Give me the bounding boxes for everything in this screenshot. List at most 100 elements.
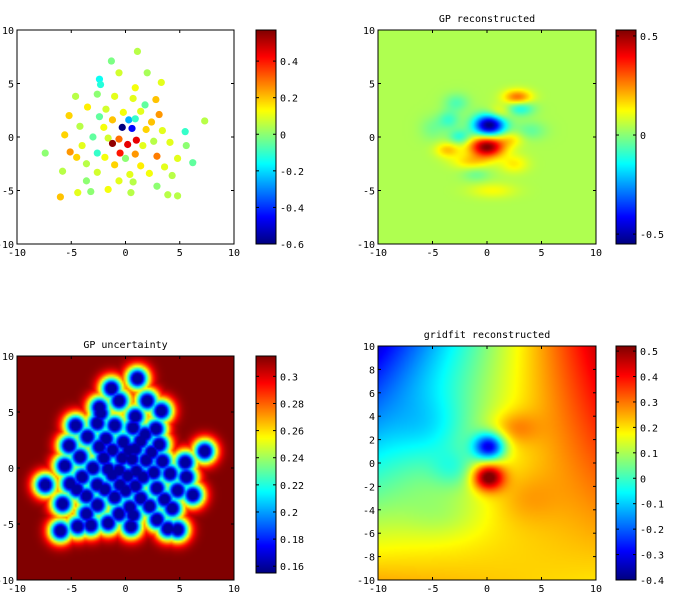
colorbar: 0.4 0.2 0 -0.2 -0.4 -0.6 — [255, 29, 304, 251]
y-tick-label: 10 — [2, 352, 14, 363]
data-point — [74, 189, 82, 197]
subplot-2: -10 -5 0 5 10 10 5 0 -5 -10 GP reconstructed 0.5 0 -0… — [357, 14, 664, 259]
data-point — [41, 149, 49, 157]
data-point — [128, 124, 136, 133]
x-tick-label: 0 — [484, 584, 490, 595]
data-point — [142, 125, 150, 134]
colorbar-gradient — [256, 356, 276, 573]
y-tick-label: 8 — [369, 365, 375, 376]
colorbar-tick-label: 0.2 — [280, 94, 298, 105]
x-tick-label: 0 — [122, 248, 128, 259]
y-tick-label: -2 — [363, 482, 375, 493]
data-point — [168, 171, 176, 180]
data-point — [56, 193, 64, 201]
colorbar-tick-label: 0.5 — [640, 32, 658, 43]
colorbar-frame — [615, 345, 637, 581]
data-point — [173, 154, 182, 162]
data-point — [166, 138, 174, 146]
data-point — [155, 110, 163, 119]
y-tick-label: -5 — [2, 520, 14, 531]
colorbar-tick-label: -0.4 — [280, 203, 304, 214]
colorbar-frame — [255, 29, 277, 245]
y-tick-label: -10 — [0, 240, 14, 251]
data-point — [143, 69, 151, 77]
data-point — [76, 122, 84, 130]
y-tick-label: -10 — [357, 240, 375, 251]
y-tick-label: 10 — [363, 26, 375, 37]
data-point — [83, 103, 92, 111]
y-tick-label: 0 — [369, 459, 375, 470]
x-tick-label: -10 — [369, 584, 387, 595]
data-point — [145, 169, 153, 177]
colorbar-tick-label: 0.18 — [280, 535, 304, 546]
subplot-4: -10 -5 0 5 10 10 8 6 4 2 0 -2 -4 -6 -8 -10 gridfit recon… — [357, 330, 664, 595]
chart-title: GP reconstructed — [439, 14, 535, 25]
y-tick-label: 0 — [369, 133, 375, 144]
x-tick-label: -5 — [426, 584, 438, 595]
data-point — [182, 141, 190, 150]
x-tick-label: 10 — [590, 584, 602, 595]
colorbar-tick-label: 0.2 — [640, 423, 658, 434]
colorbar-tick-label: 0.4 — [640, 373, 658, 384]
colorbar-tick-label: 0.16 — [280, 562, 304, 573]
chart-title: gridfit reconstructed — [424, 330, 550, 341]
data-point — [121, 154, 130, 162]
data-point — [93, 168, 101, 176]
data-point — [127, 189, 135, 197]
data-point — [137, 162, 145, 170]
colorbar-tick-label: 0.22 — [280, 481, 304, 492]
y-tick-label: -4 — [363, 506, 375, 517]
colorbar-tick-label: -0.2 — [280, 167, 304, 178]
data-point — [153, 152, 161, 160]
colorbar-tick-label: 0.3 — [280, 372, 298, 383]
data-point — [65, 112, 73, 120]
y-tick-label: 5 — [369, 80, 375, 91]
data-point — [96, 80, 105, 89]
data-point — [111, 161, 119, 169]
data-point — [115, 135, 123, 143]
data-point — [139, 141, 147, 150]
data-point — [71, 92, 80, 100]
colorbar-tick-label: 0 — [640, 131, 646, 142]
data-point — [89, 133, 97, 141]
data-point — [157, 78, 165, 87]
data-point — [153, 182, 161, 190]
colorbar-tick-label: -0.4 — [640, 576, 664, 587]
chart-title: GP uncertainty — [83, 340, 167, 351]
x-tick-label: 5 — [538, 584, 544, 595]
axes-frame — [16, 29, 235, 245]
x-tick-label: 10 — [590, 248, 602, 259]
data-point — [73, 153, 81, 161]
data-point — [133, 47, 142, 56]
x-tick-label: -10 — [369, 248, 387, 259]
data-point — [116, 149, 124, 157]
colorbar-tick-label: 0.5 — [640, 347, 658, 358]
colorbar-tick-label: -0.1 — [640, 500, 664, 511]
x-tick-label: 5 — [177, 248, 183, 259]
x-tick-label: 0 — [122, 584, 128, 595]
y-tick-label: -6 — [363, 529, 375, 540]
data-point — [141, 101, 149, 109]
data-point — [152, 95, 160, 104]
colorbar-gradient — [616, 346, 636, 580]
data-point — [115, 177, 123, 185]
data-point — [58, 167, 67, 175]
data-point — [93, 149, 101, 157]
colorbar-tick-label: 0.1 — [640, 449, 658, 460]
x-tick-label: -10 — [8, 584, 26, 595]
data-point — [147, 118, 156, 126]
data-point — [158, 126, 166, 135]
subplot-1: -10 -5 0 5 10 10 5 0 -5 -10 0.4 0.2 0 -0.2 -0.4 -0.6 — [0, 26, 304, 259]
data-point — [125, 116, 133, 124]
y-tick-label: 5 — [8, 408, 14, 419]
data-point — [100, 123, 108, 131]
y-tick-label: 5 — [8, 80, 14, 91]
colorbar: 0.5 0 -0.5 — [615, 29, 664, 245]
colorbar-frame — [255, 355, 277, 574]
data-point — [131, 150, 139, 158]
y-tick-label: 6 — [369, 389, 375, 400]
heatmap-image — [378, 30, 596, 244]
data-point — [95, 113, 104, 121]
data-point — [95, 75, 104, 83]
